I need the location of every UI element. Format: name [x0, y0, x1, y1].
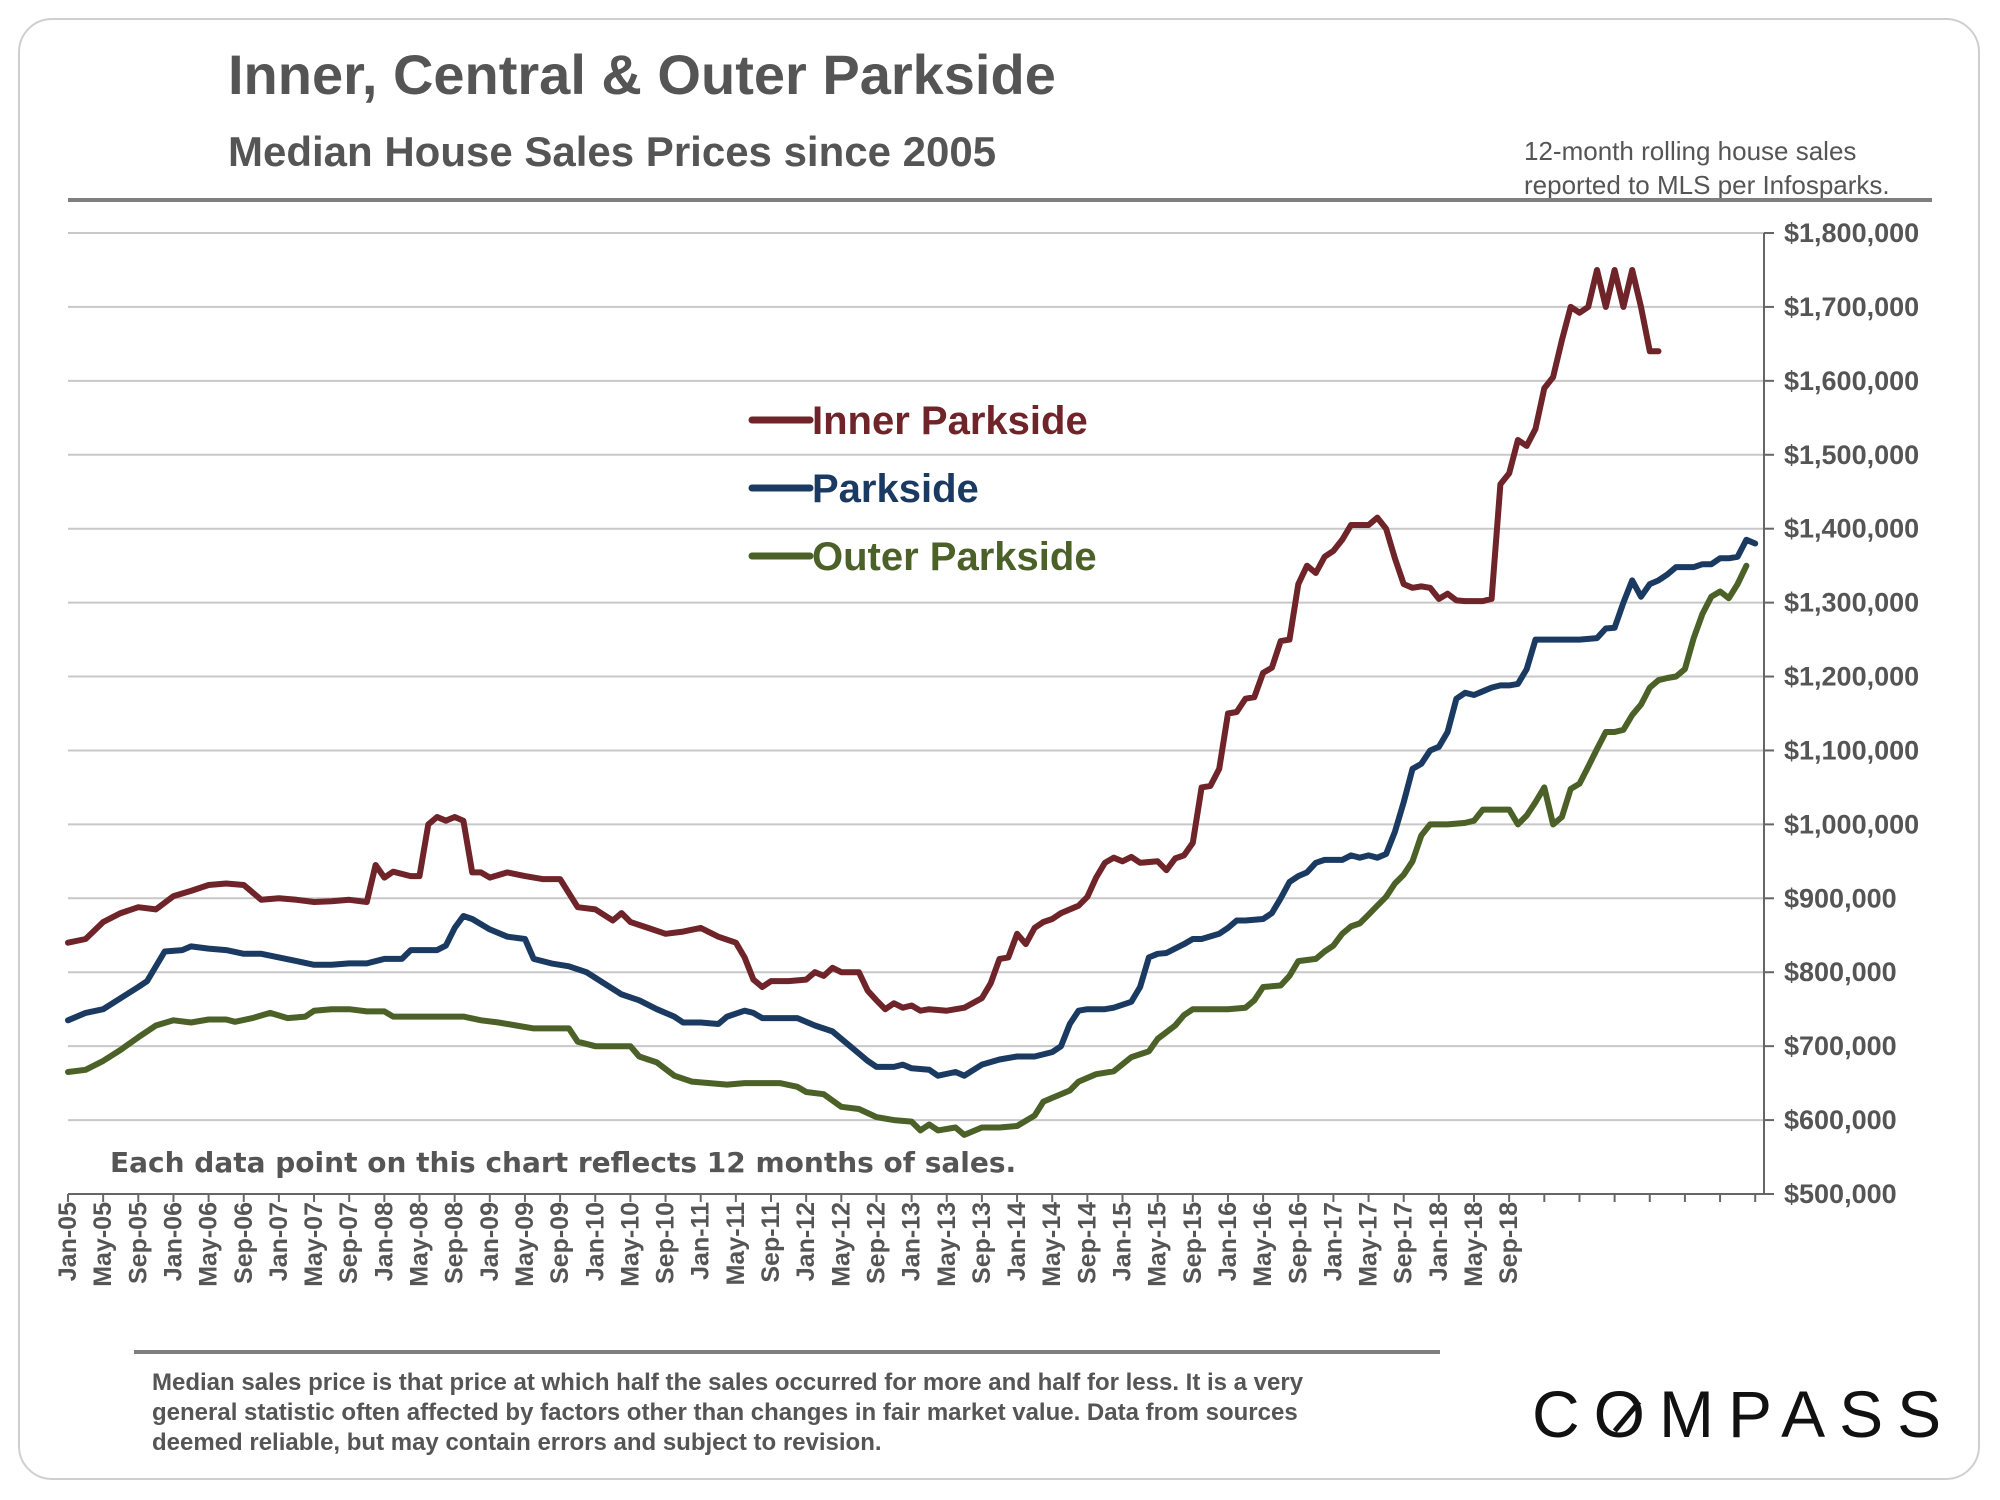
x-tick-label: Jan-06: [159, 1202, 187, 1281]
y-tick-label: $1,600,000: [1784, 366, 1919, 396]
gridlines: [68, 232, 1764, 1122]
x-tick-label: May-09: [511, 1202, 539, 1287]
footnote: Median sales price is that price at whic…: [152, 1369, 1304, 1456]
x-tick-label: Jan-16: [1214, 1202, 1242, 1281]
x-tick-label: Jan-18: [1425, 1202, 1453, 1281]
x-tick-label: Jan-08: [370, 1202, 398, 1281]
chart-title: Inner, Central & Outer Parkside: [228, 43, 1056, 106]
x-tick-label: Sep-13: [968, 1202, 996, 1284]
legend-label-parkside: Parkside: [812, 467, 979, 511]
x-tick-label: May-08: [406, 1202, 434, 1287]
x-tick-label: Jan-11: [687, 1202, 715, 1280]
x-tick-label: Sep-06: [230, 1202, 258, 1284]
y-tick-label: $1,800,000: [1784, 218, 1919, 248]
source-note: 12-month rolling house sales reported to…: [1524, 134, 1890, 202]
legend-label-outer-parkside: Outer Parkside: [812, 535, 1097, 579]
x-tick-label: Sep-08: [441, 1202, 469, 1284]
y-tick-label: $1,500,000: [1784, 440, 1919, 470]
compass-logo: COMPASS: [1532, 1377, 1956, 1451]
x-tick-label: Sep-10: [652, 1202, 680, 1284]
series-line-outer-parkside: [65, 562, 1750, 1138]
footnote-rule: [134, 1350, 1440, 1354]
series-lines: [65, 267, 1759, 1138]
chart-annotation: Each data point on this chart reflects 1…: [110, 1146, 1016, 1179]
x-tick-label: Jan-15: [1109, 1202, 1137, 1281]
y-tick-label: $600,000: [1784, 1105, 1897, 1135]
x-tick-label: Sep-09: [546, 1202, 574, 1284]
x-tick-label: May-07: [300, 1202, 328, 1287]
legend-label-inner-parkside: Inner Parkside: [812, 399, 1088, 443]
y-tick-label: $1,200,000: [1784, 662, 1919, 692]
x-tick-label: Sep-14: [1073, 1202, 1101, 1284]
chart-card: [18, 18, 1980, 1480]
x-axis: Jan-05 May-05 Sep-05 Jan-06 May-06 Sep-06 Jan-…: [54, 1193, 1764, 1287]
y-axis: $500,000 $600,000 $700,000 $800,000 $900,000…: [1763, 218, 1919, 1209]
logo-o-mark: O: [1593, 1377, 1660, 1451]
legend: Inner Parkside Parkside Outer Parkside: [748, 399, 1097, 579]
y-tick-label: $800,000: [1784, 957, 1897, 987]
x-tick-label: May-14: [1038, 1202, 1066, 1287]
x-tick-label: May-10: [616, 1202, 644, 1287]
y-tick-label: $900,000: [1784, 883, 1897, 913]
x-tick-label: Jan-12: [792, 1202, 820, 1281]
x-tick-label: Sep-18: [1495, 1202, 1523, 1284]
x-tick-label: Jan-17: [1319, 1202, 1347, 1281]
y-tick-label: $1,700,000: [1784, 292, 1919, 322]
x-tick-label: Sep-05: [124, 1202, 152, 1284]
x-tick-label: Jan-09: [476, 1202, 504, 1281]
x-tick-label: Sep-16: [1284, 1202, 1312, 1284]
source-note-line-2: reported to MLS per Infosparks.: [1524, 170, 1890, 200]
x-tick-label: Sep-15: [1179, 1202, 1207, 1284]
x-tick-label: May-06: [195, 1202, 223, 1287]
x-tick-label: Jan-05: [54, 1202, 82, 1281]
x-tick-label: Sep-12: [862, 1202, 890, 1284]
y-tick-label: $500,000: [1784, 1179, 1897, 1209]
x-tick-label: May-17: [1355, 1202, 1383, 1287]
x-tick-label: May-18: [1460, 1202, 1488, 1287]
y-tick-label: $700,000: [1784, 1031, 1897, 1061]
x-tick-label: Sep-07: [335, 1202, 363, 1284]
y-tick-label: $1,300,000: [1784, 588, 1919, 618]
x-tick-label: Jan-14: [1003, 1202, 1031, 1281]
series-line-parkside: [65, 536, 1759, 1079]
x-tick-label: Jan-13: [898, 1202, 926, 1281]
chart-subtitle: Median House Sales Prices since 2005: [228, 128, 997, 175]
x-tick-label: May-11: [722, 1202, 750, 1285]
x-tick-label: Sep-11: [757, 1202, 785, 1283]
y-tick-label: $1,100,000: [1784, 735, 1919, 765]
x-tick-label: May-05: [89, 1202, 117, 1287]
x-tick-label: Sep-17: [1390, 1202, 1418, 1284]
x-tick-label: Jan-07: [265, 1202, 293, 1281]
x-tick-label: Jan-10: [581, 1202, 609, 1281]
x-tick-label: May-15: [1144, 1202, 1172, 1287]
x-tick-label: May-16: [1249, 1202, 1277, 1287]
x-tick-label: May-12: [827, 1202, 855, 1287]
source-note-line-1: 12-month rolling house sales: [1524, 136, 1857, 166]
y-tick-label: $1,400,000: [1784, 514, 1919, 544]
y-tick-label: $1,000,000: [1784, 809, 1919, 839]
series-line-inner-parkside: [65, 267, 1662, 1014]
x-tick-label: May-13: [933, 1202, 961, 1287]
